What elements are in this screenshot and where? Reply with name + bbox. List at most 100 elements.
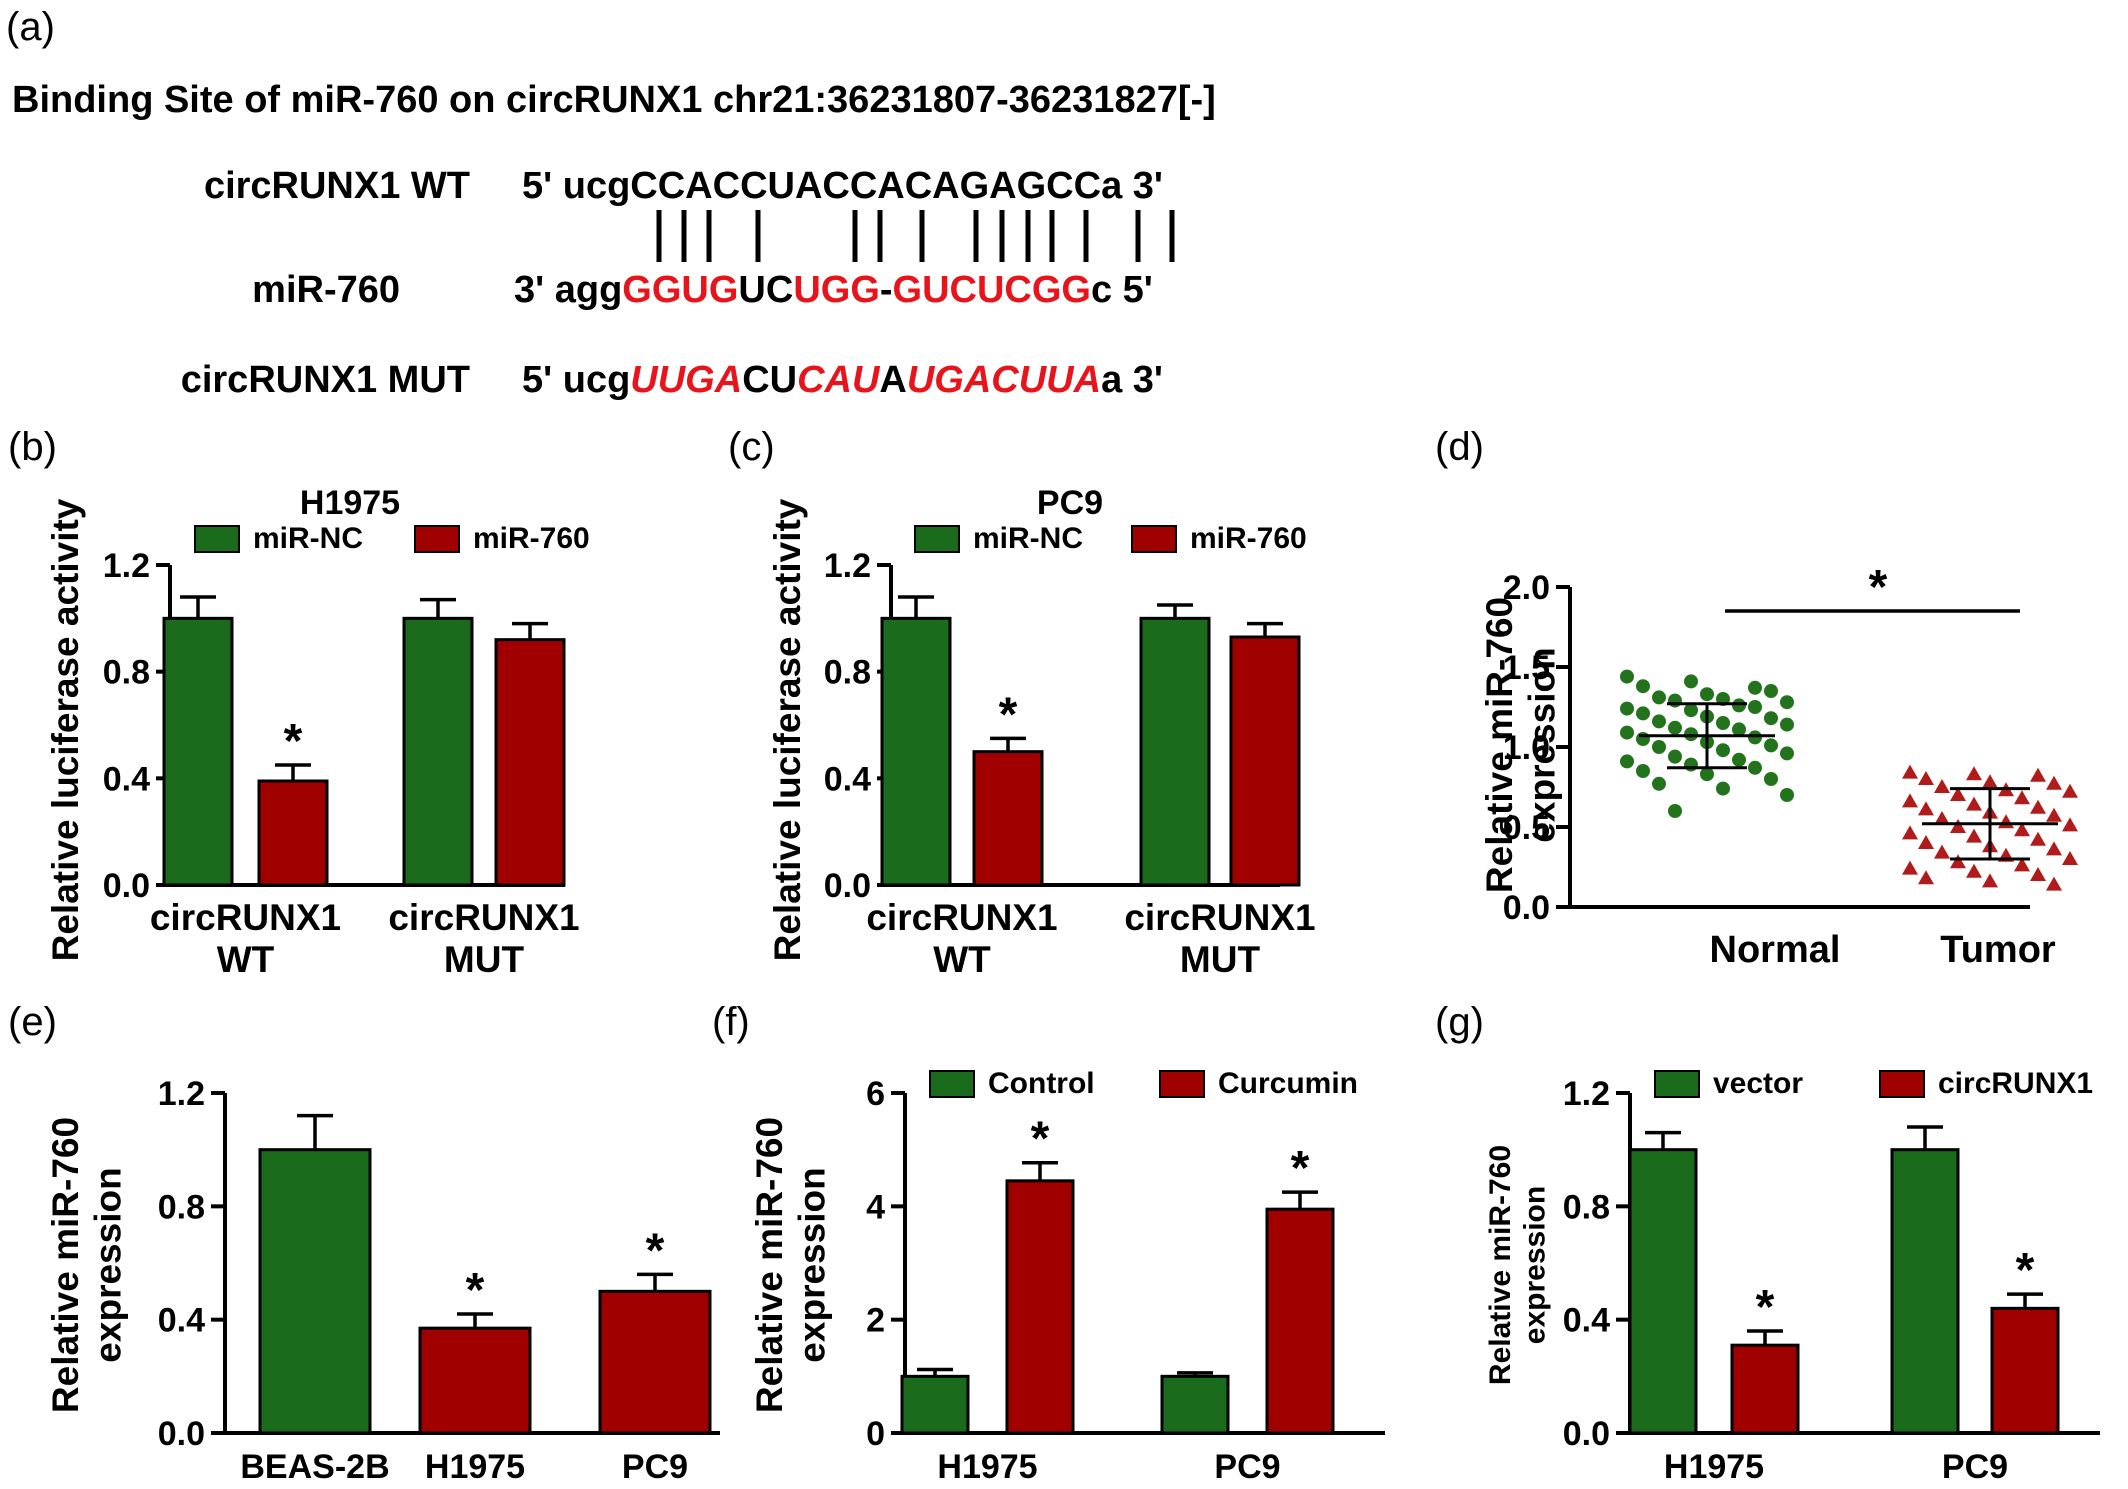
- data-point: [1918, 801, 1934, 816]
- bar: [402, 616, 474, 887]
- bar: [900, 1374, 970, 1435]
- significance-star: *: [2016, 1244, 2035, 1297]
- data-point: [1700, 687, 1714, 702]
- legend-label: miR-NC: [253, 522, 363, 555]
- data-point: [1732, 722, 1746, 737]
- data-point: [1918, 835, 1934, 849]
- y-tick-label: 2.0: [1503, 569, 1550, 607]
- legend-label: miR-760: [473, 522, 590, 555]
- bar: [1628, 1148, 1698, 1435]
- y-axis-label-line: Relative miR-760: [1479, 597, 1520, 893]
- data-point: [1684, 703, 1698, 718]
- data-point: [2046, 807, 2062, 822]
- y-tick-label: 0.0: [824, 867, 871, 905]
- y-tick-label: 1.2: [1563, 1075, 1610, 1113]
- sequence-segment: 3' agg: [514, 269, 622, 311]
- sequence-segment: 5' ucg: [522, 165, 630, 207]
- legend-swatch: [914, 525, 960, 553]
- data-point: [1982, 774, 1998, 789]
- sequence-segment: 5' ucg: [522, 359, 630, 401]
- x-tick-label: MUT: [1180, 939, 1261, 980]
- bar: [1139, 616, 1211, 887]
- x-tick-label: H1975: [425, 1448, 525, 1486]
- x-tick-label: circRUNX1: [1124, 897, 1315, 938]
- data-point: [1748, 760, 1762, 775]
- data-point: [1966, 863, 1982, 878]
- panel-label: (c): [728, 425, 775, 469]
- data-point: [2062, 783, 2078, 798]
- y-tick-label: 6: [866, 1075, 885, 1113]
- y-axis-label: Relative luciferase activity: [767, 498, 808, 961]
- data-point: [1764, 711, 1778, 726]
- bar: [1990, 1306, 2060, 1435]
- significance-star: *: [999, 688, 1018, 741]
- data-point: [1966, 828, 1982, 843]
- data-point: [2030, 867, 2046, 881]
- y-axis-label-line: Relative miR-760: [1484, 1145, 1517, 1385]
- data-point: [1716, 716, 1730, 730]
- y-axis-label-line: expression: [792, 1167, 833, 1362]
- bar: [1730, 1343, 1800, 1435]
- data-point: [1998, 814, 2014, 829]
- mir-sequence: 3' aggGGUGUCUGG-GUCUCGGc 5': [514, 269, 1153, 311]
- y-tick-label: 0.0: [1503, 889, 1550, 927]
- y-axis-label-line: Relative luciferase activity: [767, 498, 808, 961]
- sequence-segment: CU: [742, 359, 797, 401]
- y-axis-label: Relative miR-760expression: [749, 1117, 833, 1413]
- data-point: [1934, 779, 1950, 793]
- data-point: [1684, 727, 1698, 742]
- legend-swatch: [1879, 1070, 1925, 1098]
- data-point: [1764, 738, 1778, 753]
- data-point: [1764, 684, 1778, 698]
- legend-swatch: [194, 525, 240, 553]
- x-tick-label: circRUNX1: [150, 897, 341, 938]
- y-tick-label: 0.5: [1503, 809, 1550, 847]
- bar: [494, 638, 566, 887]
- significance-star: *: [1869, 561, 1888, 614]
- legend-swatch: [1654, 1070, 1700, 1098]
- data-point: [1620, 669, 1634, 684]
- data-point: [1934, 844, 1950, 859]
- data-point: [2062, 851, 2078, 865]
- chart-title: PC9: [1037, 484, 1103, 522]
- data-point: [2046, 775, 2062, 790]
- chart-panel-e: 0.0 0.4 0.8 1.2 Relative miR-760expression (e…: [8, 1000, 720, 1486]
- data-point: [1902, 860, 1918, 875]
- legend-label: Control: [988, 1067, 1095, 1100]
- panel-a: (a) Binding Site of miR-760 on circRUNX1…: [6, 5, 1216, 401]
- chart-panel-c: 0.0 0.4 0.8 1.2 Relative luciferase activity…: [728, 425, 1316, 980]
- data-point: [1620, 725, 1634, 740]
- y-tick-label: 2: [866, 1302, 885, 1340]
- x-tick-label: H1975: [937, 1448, 1037, 1486]
- data-point: [1748, 700, 1762, 714]
- mut-sequence: 5' ucgUUGACUCAUAUGACUUAa 3': [522, 359, 1163, 401]
- significance-star: *: [1031, 1113, 1050, 1166]
- panel-label: (d): [1435, 425, 1484, 469]
- y-tick-label: 0.0: [1563, 1415, 1610, 1453]
- chart-panel-g: 0.0 0.4 0.8 1.2 Relative miR-760expression (g…: [1435, 1000, 2100, 1486]
- legend-swatch: [929, 1070, 975, 1098]
- chart-panel-f: 0 2 4 6 Relative miR-760expression (f) Control…: [712, 1000, 1385, 1486]
- data-point: [2030, 767, 2046, 782]
- y-tick-label: 0.8: [1563, 1188, 1610, 1226]
- data-point: [2030, 799, 2046, 814]
- y-tick-label: 1.2: [103, 547, 150, 585]
- legend-label: miR-NC: [973, 522, 1083, 555]
- data-point: [1668, 749, 1682, 764]
- legend-label: circRUNX1: [1938, 1067, 2093, 1100]
- data-point: [1700, 767, 1714, 782]
- x-tick-label: Normal: [1710, 929, 1841, 971]
- mir-row-name: miR-760: [252, 269, 400, 311]
- legend-label: miR-760: [1190, 522, 1307, 555]
- data-point: [1684, 674, 1698, 689]
- significance-star: *: [1756, 1281, 1775, 1334]
- x-tick-label: PC9: [1942, 1448, 2008, 1486]
- y-axis-label: Relative luciferase activity: [45, 498, 86, 961]
- y-tick-label: 4: [866, 1188, 885, 1226]
- bar: [598, 1289, 712, 1435]
- y-tick-label: 0.0: [103, 867, 150, 905]
- x-tick-label: PC9: [1214, 1448, 1280, 1486]
- data-point: [2030, 831, 2046, 846]
- data-point: [1764, 772, 1778, 786]
- y-axis-label-line: expression: [88, 1167, 129, 1362]
